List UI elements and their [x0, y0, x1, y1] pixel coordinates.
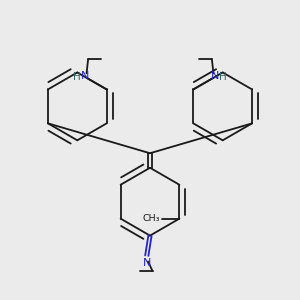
Text: CH₃: CH₃ [143, 214, 160, 223]
Text: N: N [211, 71, 219, 81]
Text: H: H [219, 72, 227, 82]
Text: N: N [81, 71, 89, 81]
Text: H: H [73, 72, 81, 82]
Text: N: N [142, 258, 151, 268]
